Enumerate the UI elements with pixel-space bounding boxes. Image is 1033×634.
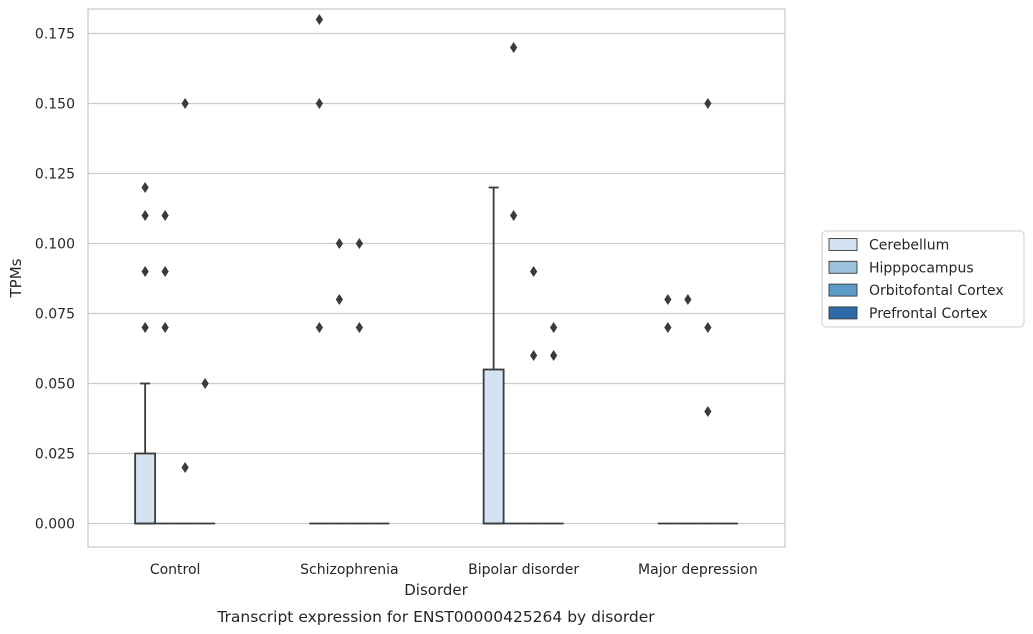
y-tick-labels: 0.000 0.025 0.050 0.075 0.100 0.125 0.150 0.175 <box>35 27 75 533</box>
plot-frame <box>87 8 786 548</box>
outlier-point <box>550 322 558 333</box>
y-tick-label: 0.100 <box>35 237 75 253</box>
outlier-point <box>664 294 672 305</box>
outlier-point <box>315 14 323 25</box>
outlier-point <box>684 294 692 305</box>
legend-label: Cerebellum <box>869 238 949 254</box>
y-tick-label: 0.125 <box>35 167 75 183</box>
y-tick-label: 0.050 <box>35 377 75 393</box>
legend-swatch <box>828 260 858 274</box>
outlier-point <box>355 322 363 333</box>
x-tick-labels: Control Schizophrenia Bipolar disorder Majo… <box>150 562 758 578</box>
legend-swatch <box>828 283 858 297</box>
outlier-point <box>161 266 169 277</box>
x-tick-label: Bipolar disorder <box>468 562 579 578</box>
legend-swatch <box>828 238 858 251</box>
outlier-point <box>510 42 518 53</box>
box-body <box>134 452 157 525</box>
outlier-point <box>704 406 712 417</box>
legend-frame <box>821 230 1025 328</box>
outlier-point <box>181 98 189 109</box>
outlier-point <box>704 322 712 333</box>
outlier-point <box>704 98 712 109</box>
outlier-point <box>201 378 209 389</box>
legend-label: Hipppocampus <box>869 260 974 276</box>
outlier-point <box>161 210 169 221</box>
outlier-point <box>141 322 149 333</box>
outlier-point <box>664 322 672 333</box>
box-cerebellum <box>482 186 505 525</box>
outlier-point <box>141 266 149 277</box>
box-series <box>134 186 738 525</box>
y-tick-label: 0.150 <box>35 97 75 113</box>
box-body <box>482 368 505 525</box>
x-tick-label: Major depression <box>638 562 758 578</box>
x-tick-label: Schizophrenia <box>300 562 398 578</box>
outlier-point <box>315 98 323 109</box>
y-tick-label: 0.175 <box>35 27 75 43</box>
legend: Cerebellum Hipppocampus Orbitofontal Corte… <box>821 230 1025 328</box>
figure-caption: Transcript expression for ENST0000042526… <box>216 608 655 626</box>
outlier-points <box>141 14 712 473</box>
x-tick-label: Control <box>150 562 201 578</box>
outlier-point <box>141 210 149 221</box>
outlier-point <box>530 350 538 361</box>
y-axis-title: TPMs <box>7 258 25 298</box>
outlier-point <box>315 322 323 333</box>
legend-label: Orbitofontal Cortex <box>869 283 1004 299</box>
outlier-point <box>335 294 343 305</box>
outlier-point <box>510 210 518 221</box>
legend-swatch <box>828 306 858 320</box>
legend-label: Prefrontal Cortex <box>869 306 988 322</box>
x-axis-title: Disorder <box>404 581 468 599</box>
outlier-point <box>181 462 189 473</box>
outlier-point <box>335 238 343 249</box>
y-tick-label: 0.000 <box>35 517 75 533</box>
outlier-point <box>161 322 169 333</box>
outlier-point <box>550 350 558 361</box>
y-tick-label: 0.025 <box>35 447 75 463</box>
outlier-point <box>355 238 363 249</box>
y-tick-label: 0.075 <box>35 307 75 323</box>
outlier-point <box>530 266 538 277</box>
box-cerebellum <box>134 382 157 525</box>
outlier-point <box>141 182 149 193</box>
